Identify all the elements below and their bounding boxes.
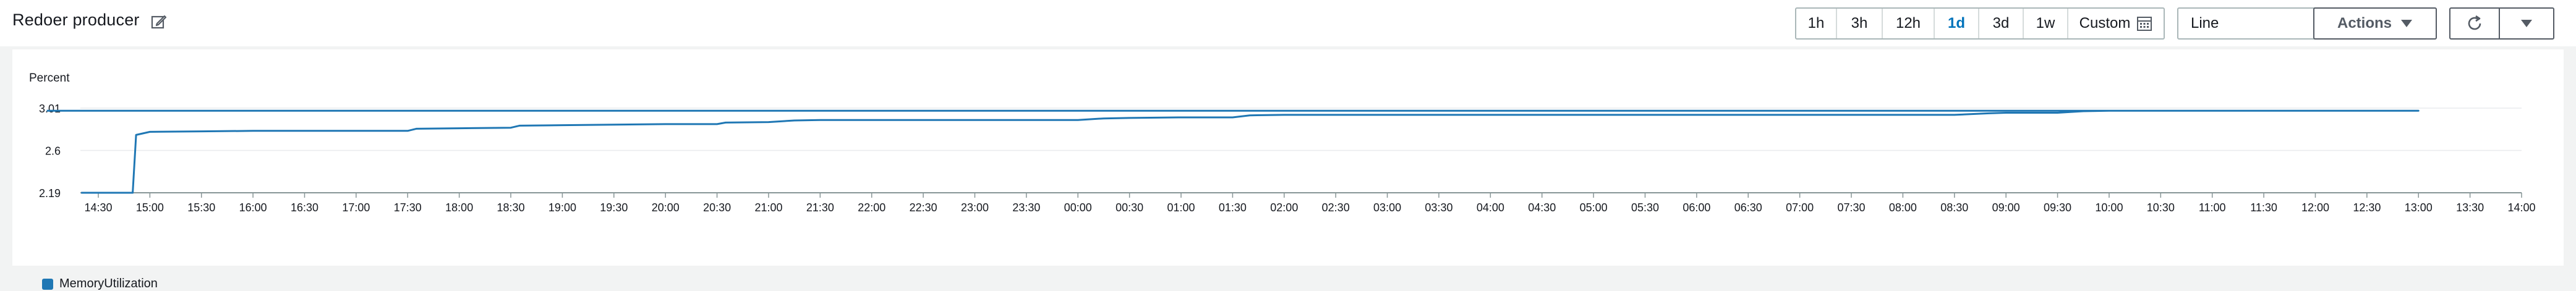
x-tick-label: 18:30: [497, 201, 525, 214]
x-tick-label: 14:00: [2507, 201, 2535, 214]
x-tick-label: 05:30: [1631, 201, 1659, 214]
y-tick-label: 2.6: [45, 145, 61, 158]
legend-swatch[interactable]: [42, 278, 53, 290]
x-tick-label: 21:30: [806, 201, 834, 214]
caret-down-icon: [2521, 20, 2532, 27]
y-axis-label: Percent: [29, 72, 70, 85]
x-tick-label: 03:00: [1373, 201, 1401, 214]
actions-button-label: Actions: [2337, 15, 2392, 32]
time-range-1w[interactable]: 1w: [2024, 9, 2068, 38]
x-tick-label: 18:00: [445, 201, 473, 214]
x-tick-label: 19:00: [548, 201, 576, 214]
refresh-button[interactable]: [2449, 7, 2500, 40]
view-type-value: Line: [2191, 15, 2219, 32]
x-tick-label: 02:00: [1270, 201, 1298, 214]
x-tick-label: 04:30: [1528, 201, 1556, 214]
x-tick-label: 22:00: [858, 201, 885, 214]
x-tick-label: 00:00: [1064, 201, 1092, 214]
x-tick-label: 23:00: [961, 201, 989, 214]
x-tick-label: 17:30: [394, 201, 422, 214]
x-tick-label: 08:00: [1889, 201, 1917, 214]
x-tick-label: 02:30: [1322, 201, 1350, 214]
time-range-1d[interactable]: 1d: [1935, 9, 1979, 38]
time-range-1h[interactable]: 1h: [1796, 9, 1837, 38]
x-tick-label: 01:30: [1219, 201, 1247, 214]
x-tick-label: 11:30: [2250, 201, 2277, 214]
x-tick-label: 14:30: [84, 201, 112, 214]
x-tick-label: 20:30: [703, 201, 731, 214]
x-tick-label: 07:30: [1837, 201, 1865, 214]
legend-label: MemoryUtilization: [59, 277, 158, 290]
x-tick-label: 13:00: [2405, 201, 2433, 214]
chart-panel: Percent 3.01 2.6 2.19 14:30 15:00 15:30 16:00 16…: [12, 49, 2564, 290]
x-tick-label: 00:30: [1115, 201, 1143, 214]
more-options-button[interactable]: [2499, 7, 2554, 40]
x-tick-label: 06:30: [1734, 201, 1762, 214]
x-tick-label: 05:00: [1580, 201, 1608, 214]
edit-icon[interactable]: [151, 14, 167, 30]
line-chart: Percent 3.01 2.6 2.19 14:30 15:00 15:30 16:00 16…: [29, 72, 2536, 214]
widget-title: Redoer producer: [12, 11, 140, 29]
calendar-icon: [2137, 17, 2152, 31]
x-tick-label: 03:30: [1425, 201, 1452, 214]
x-tick-label: 06:00: [1683, 201, 1710, 214]
x-tick-label: 20:00: [652, 201, 680, 214]
time-range-3h[interactable]: 3h: [1837, 9, 1883, 38]
chart-legend: MemoryUtilization: [42, 277, 158, 291]
time-range-selector: 1h 3h 12h 1d 3d 1w Custom: [1795, 7, 2165, 40]
x-tick-label: 12:00: [2301, 201, 2329, 214]
widget-header: Redoer producer 1h 3h 12h 1d 3d 1w Custo…: [0, 0, 2576, 46]
series-line-MemoryUtilization: [46, 109, 2420, 194]
time-range-custom[interactable]: Custom: [2068, 9, 2164, 38]
x-tick-label: 12:30: [2353, 201, 2381, 214]
x-tick-label: 11:00: [2199, 201, 2226, 214]
x-tick-label: 16:30: [291, 201, 318, 214]
actions-button[interactable]: Actions: [2313, 7, 2437, 40]
x-tick-label: 21:00: [754, 201, 782, 214]
x-tick-label: 23:30: [1012, 201, 1040, 214]
y-tick-label: 3.01: [39, 103, 61, 115]
y-tick-label: 2.19: [39, 187, 61, 200]
x-tick-label: 19:30: [600, 201, 628, 214]
x-tick-label: 16:00: [239, 201, 267, 214]
x-tick-label: 01:00: [1167, 201, 1195, 214]
x-tick-label: 07:00: [1786, 201, 1814, 214]
x-tick-label: 10:00: [2095, 201, 2123, 214]
x-tick-label: 09:00: [1992, 201, 2020, 214]
time-range-custom-label: Custom: [2079, 15, 2131, 32]
time-range-12h[interactable]: 12h: [1883, 9, 1935, 38]
x-tick-label: 09:30: [2044, 201, 2071, 214]
x-tick-label: 04:00: [1477, 201, 1504, 214]
x-tick-label: 15:00: [136, 201, 164, 214]
x-tick-label: 13:30: [2456, 201, 2484, 214]
x-tick-label: 08:30: [1940, 201, 1968, 214]
x-tick-label: 15:30: [187, 201, 215, 214]
x-tick-label: 22:30: [910, 201, 937, 214]
caret-down-icon: [2401, 20, 2412, 27]
time-range-3d[interactable]: 3d: [1979, 9, 2024, 38]
x-tick-label: 17:00: [342, 201, 370, 214]
x-tick-label: 10:30: [2147, 201, 2175, 214]
refresh-icon: [2468, 15, 2481, 30]
